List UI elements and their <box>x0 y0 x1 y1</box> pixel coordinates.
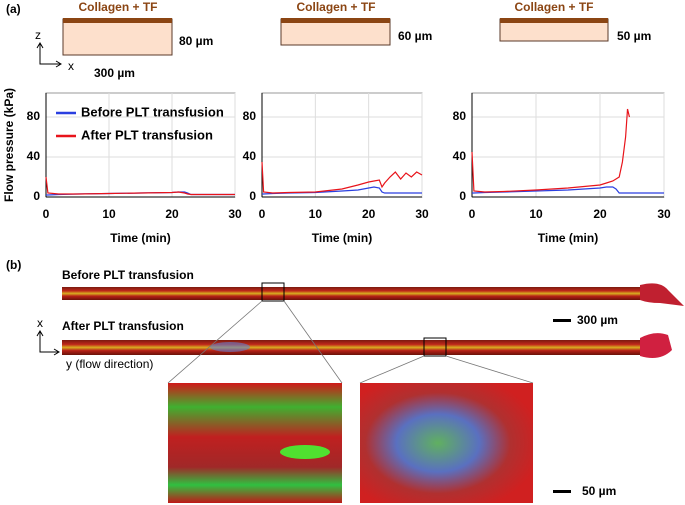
scale-label: 300 µm <box>577 313 618 327</box>
axis-arrow <box>39 332 58 353</box>
zoom-lines <box>167 300 534 384</box>
channel-box <box>280 18 391 46</box>
axis-name: x <box>68 59 74 73</box>
channel-box <box>62 18 173 56</box>
panel-label: (a) <box>6 2 21 16</box>
vessel-outlet <box>640 283 684 306</box>
scale-bar <box>553 490 571 493</box>
series-line <box>471 108 631 193</box>
collagen-layer <box>500 18 608 23</box>
channel: Collagen + TF 80 µm <box>62 0 213 56</box>
stain <box>280 445 330 459</box>
row-label: Before PLT transfusion <box>62 268 194 282</box>
channel-height: 50 µm <box>617 29 651 43</box>
x-tick-label: 10 <box>102 207 116 221</box>
axis-name: z <box>35 28 41 42</box>
x-tick-label: 20 <box>165 207 179 221</box>
channel-height: 80 µm <box>179 34 213 48</box>
y-tick-label: 80 <box>453 109 467 123</box>
micrograph <box>360 383 533 503</box>
x-tick-label: 30 <box>657 207 671 221</box>
legend-label: After PLT transfusion <box>81 127 213 142</box>
vessel-image <box>62 287 640 300</box>
zoom-line <box>359 355 425 384</box>
plot-area <box>471 92 665 198</box>
x-tick-label: 10 <box>309 207 323 221</box>
series-line <box>261 161 423 194</box>
arrow-head <box>36 42 62 68</box>
x-tick-label: 20 <box>362 207 376 221</box>
x-axis-label: Time (min) <box>312 231 372 245</box>
x-tick-label: 30 <box>228 207 242 221</box>
y-tick-label: 40 <box>453 149 467 163</box>
channel-height: 60 µm <box>398 29 432 43</box>
x-tick-label: 10 <box>529 207 543 221</box>
stain <box>210 342 250 352</box>
scale-bar <box>553 319 571 322</box>
x-tick-label: 30 <box>415 207 429 221</box>
collagen-layer <box>63 18 172 23</box>
channel-label: Collagen + TF <box>78 0 157 14</box>
width-label: 300 µm <box>94 66 135 80</box>
micrograph <box>168 383 342 503</box>
panel-label: (b) <box>6 258 21 272</box>
zoom-line <box>167 300 263 384</box>
y-tick-label: 40 <box>27 149 41 163</box>
row-label: After PLT transfusion <box>62 319 184 333</box>
collagen-layer <box>281 18 390 23</box>
y-tick-label: 0 <box>459 189 466 203</box>
zoom-line <box>283 300 343 384</box>
axis-name: x <box>37 316 43 330</box>
y-tick-label: 0 <box>33 189 40 203</box>
x-axis-label: Time (min) <box>538 231 598 245</box>
axes-indicator <box>36 42 62 68</box>
y-tick-label: 0 <box>249 189 256 203</box>
channel: Collagen + TF 60 µm <box>280 0 432 46</box>
axis-name: y (flow direction) <box>66 357 153 371</box>
vessel-outlet <box>640 333 672 358</box>
y-axis-label: Flow pressure (kPa) <box>2 88 16 202</box>
plot-area <box>261 92 423 198</box>
zoom-line <box>445 355 534 384</box>
zoom-box <box>423 337 447 357</box>
channel-label: Collagen + TF <box>514 0 593 14</box>
y-tick-label: 40 <box>243 149 257 163</box>
plot-area <box>45 92 236 198</box>
zoom-box <box>261 282 285 302</box>
x-axis-label: Time (min) <box>110 231 170 245</box>
x-tick-label: 0 <box>469 207 476 221</box>
axis-arrow <box>39 44 60 65</box>
x-tick-label: 0 <box>259 207 266 221</box>
channel-label: Collagen + TF <box>296 0 375 14</box>
x-tick-label: 0 <box>43 207 50 221</box>
charts: 0 40 80 0 10 20 30 Time (min) Flow pressure (kPa… <box>2 88 671 245</box>
arrow-head <box>36 330 60 356</box>
legend-label: Before PLT transfusion <box>81 104 224 119</box>
y-tick-label: 80 <box>243 109 257 123</box>
x-tick-label: 20 <box>593 207 607 221</box>
series-line <box>45 176 235 196</box>
vessel-image <box>62 340 640 355</box>
channel: Collagen + TF 50 µm <box>499 0 651 43</box>
y-tick-label: 80 <box>27 109 41 123</box>
scale-label: 50 µm <box>582 484 616 498</box>
